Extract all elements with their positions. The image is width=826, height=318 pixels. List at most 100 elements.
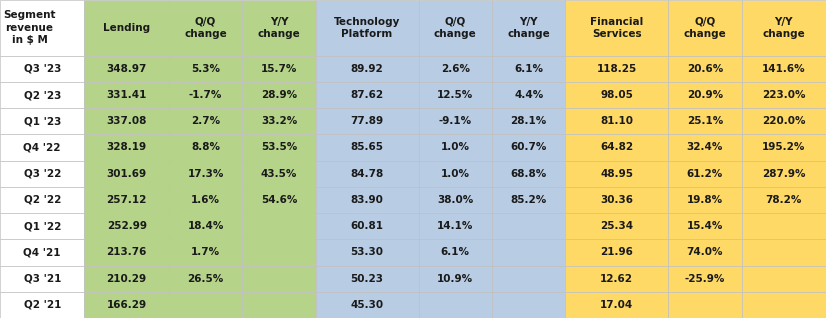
- Bar: [742, 161, 826, 187]
- Bar: [492, 292, 565, 318]
- Bar: [169, 108, 242, 134]
- Text: 17.04: 17.04: [601, 300, 634, 310]
- Bar: [84, 108, 169, 134]
- Bar: [419, 56, 492, 82]
- Text: 195.2%: 195.2%: [762, 142, 805, 152]
- Text: Q4 '22: Q4 '22: [23, 142, 61, 152]
- Text: Q2 '22: Q2 '22: [23, 195, 61, 205]
- Bar: [492, 213, 565, 239]
- Text: Q2 '23: Q2 '23: [23, 90, 61, 100]
- Text: 6.1%: 6.1%: [514, 64, 544, 74]
- Bar: [84, 187, 169, 213]
- Text: 78.2%: 78.2%: [766, 195, 802, 205]
- Bar: [316, 161, 419, 187]
- Bar: [742, 239, 826, 266]
- Bar: [492, 0, 565, 56]
- Text: 213.76: 213.76: [107, 247, 147, 257]
- Bar: [84, 292, 169, 318]
- Bar: [668, 187, 742, 213]
- Bar: [742, 56, 826, 82]
- Text: 1.6%: 1.6%: [191, 195, 220, 205]
- Text: 19.8%: 19.8%: [686, 195, 723, 205]
- Text: Q/Q
change: Q/Q change: [434, 17, 477, 39]
- Bar: [742, 134, 826, 161]
- Bar: [742, 266, 826, 292]
- Text: 64.82: 64.82: [601, 142, 634, 152]
- Text: 12.62: 12.62: [601, 274, 634, 284]
- Bar: [242, 134, 316, 161]
- Bar: [0, 213, 84, 239]
- Text: 210.29: 210.29: [107, 274, 147, 284]
- Bar: [84, 213, 169, 239]
- Bar: [169, 82, 242, 108]
- Bar: [419, 134, 492, 161]
- Bar: [419, 266, 492, 292]
- Bar: [419, 292, 492, 318]
- Text: 15.4%: 15.4%: [686, 221, 723, 231]
- Text: Q3 '22: Q3 '22: [23, 169, 61, 179]
- Text: 6.1%: 6.1%: [441, 247, 470, 257]
- Text: Q4 '21: Q4 '21: [23, 247, 61, 257]
- Bar: [419, 213, 492, 239]
- Text: Q/Q
change: Q/Q change: [683, 17, 726, 39]
- Text: 1.0%: 1.0%: [441, 142, 470, 152]
- Bar: [0, 56, 84, 82]
- Bar: [492, 108, 565, 134]
- Bar: [668, 292, 742, 318]
- Text: 1.7%: 1.7%: [191, 247, 221, 257]
- Text: 301.69: 301.69: [107, 169, 147, 179]
- Bar: [668, 266, 742, 292]
- Bar: [84, 239, 169, 266]
- Bar: [169, 213, 242, 239]
- Bar: [565, 292, 668, 318]
- Text: 98.05: 98.05: [601, 90, 634, 100]
- Bar: [668, 0, 742, 56]
- Text: Q1 '23: Q1 '23: [23, 116, 61, 126]
- Bar: [492, 239, 565, 266]
- Text: Lending: Lending: [103, 23, 150, 33]
- Text: 53.30: 53.30: [350, 247, 383, 257]
- Bar: [0, 292, 84, 318]
- Bar: [242, 0, 316, 56]
- Bar: [242, 187, 316, 213]
- Text: -1.7%: -1.7%: [189, 90, 222, 100]
- Bar: [316, 187, 419, 213]
- Bar: [565, 239, 668, 266]
- Text: 223.0%: 223.0%: [762, 90, 805, 100]
- Text: 5.3%: 5.3%: [191, 64, 220, 74]
- Text: Y/Y
change: Y/Y change: [258, 17, 301, 39]
- Text: 50.23: 50.23: [350, 274, 383, 284]
- Bar: [565, 108, 668, 134]
- Text: Technology
Platform: Technology Platform: [334, 17, 401, 39]
- Bar: [316, 108, 419, 134]
- Text: 20.9%: 20.9%: [686, 90, 723, 100]
- Text: Financial
Services: Financial Services: [590, 17, 643, 39]
- Bar: [668, 239, 742, 266]
- Text: Q3 '23: Q3 '23: [23, 64, 61, 74]
- Text: 348.97: 348.97: [107, 64, 147, 74]
- Text: 85.65: 85.65: [350, 142, 383, 152]
- Bar: [565, 56, 668, 82]
- Bar: [242, 266, 316, 292]
- Text: 1.0%: 1.0%: [441, 169, 470, 179]
- Bar: [668, 161, 742, 187]
- Text: 15.7%: 15.7%: [261, 64, 297, 74]
- Text: 68.8%: 68.8%: [510, 169, 547, 179]
- Bar: [668, 82, 742, 108]
- Bar: [419, 239, 492, 266]
- Text: 87.62: 87.62: [350, 90, 383, 100]
- Bar: [668, 56, 742, 82]
- Text: 21.96: 21.96: [601, 247, 634, 257]
- Text: 89.92: 89.92: [351, 64, 383, 74]
- Bar: [742, 82, 826, 108]
- Text: 61.2%: 61.2%: [686, 169, 723, 179]
- Bar: [492, 56, 565, 82]
- Text: 257.12: 257.12: [107, 195, 147, 205]
- Text: 60.81: 60.81: [350, 221, 383, 231]
- Bar: [565, 0, 668, 56]
- Bar: [242, 161, 316, 187]
- Text: 12.5%: 12.5%: [437, 90, 473, 100]
- Text: Q1 '22: Q1 '22: [23, 221, 61, 231]
- Bar: [0, 82, 84, 108]
- Bar: [169, 134, 242, 161]
